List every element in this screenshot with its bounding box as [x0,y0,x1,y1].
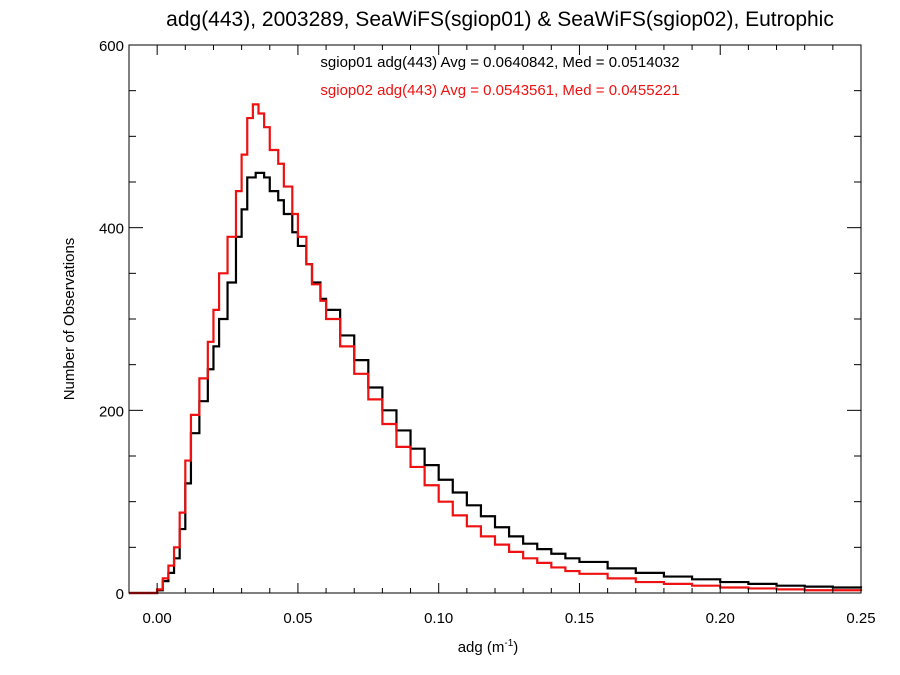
series-layer [129,103,863,595]
series-line-1 [129,171,863,595]
y-tick-label-2: 400 [99,221,124,238]
x-axis-label-tail: ) [513,639,518,656]
x-tick-label-4: 0.20 [706,610,735,627]
y-tick-label-0: 0 [116,586,124,603]
y-axis-label: Number of Observations [61,238,78,401]
x-axis-label: adg (m-1) [458,638,519,656]
x-tick-label-3: 0.15 [565,610,594,627]
plot-frame [128,44,862,594]
x-tick-label-1: 0.05 [283,610,312,627]
ticks-layer: 0.00 0.05 0.10 0.15 0.20 0.25 0 200 400 600 [99,38,876,627]
x-tick-label-0: 0.00 [143,610,172,627]
x-tick-label-2: 0.10 [424,610,453,627]
y-tick-label-1: 200 [99,403,124,420]
y-tick-label-3: 600 [99,38,124,55]
annotation-sgiop02: sgiop02 adg(443) Avg = 0.0543561, Med = … [320,82,679,99]
x-tick-label-5: 0.25 [846,610,875,627]
x-axis-label-superscript: -1 [504,638,513,649]
x-axis-label-main: adg (m [458,639,505,656]
chart-title: adg(443), 2003289, SeaWiFS(sgiop01) & Se… [166,8,834,31]
annotation-sgiop01: sgiop01 adg(443) Avg = 0.0640842, Med = … [320,54,679,71]
series-line-2 [129,103,863,595]
